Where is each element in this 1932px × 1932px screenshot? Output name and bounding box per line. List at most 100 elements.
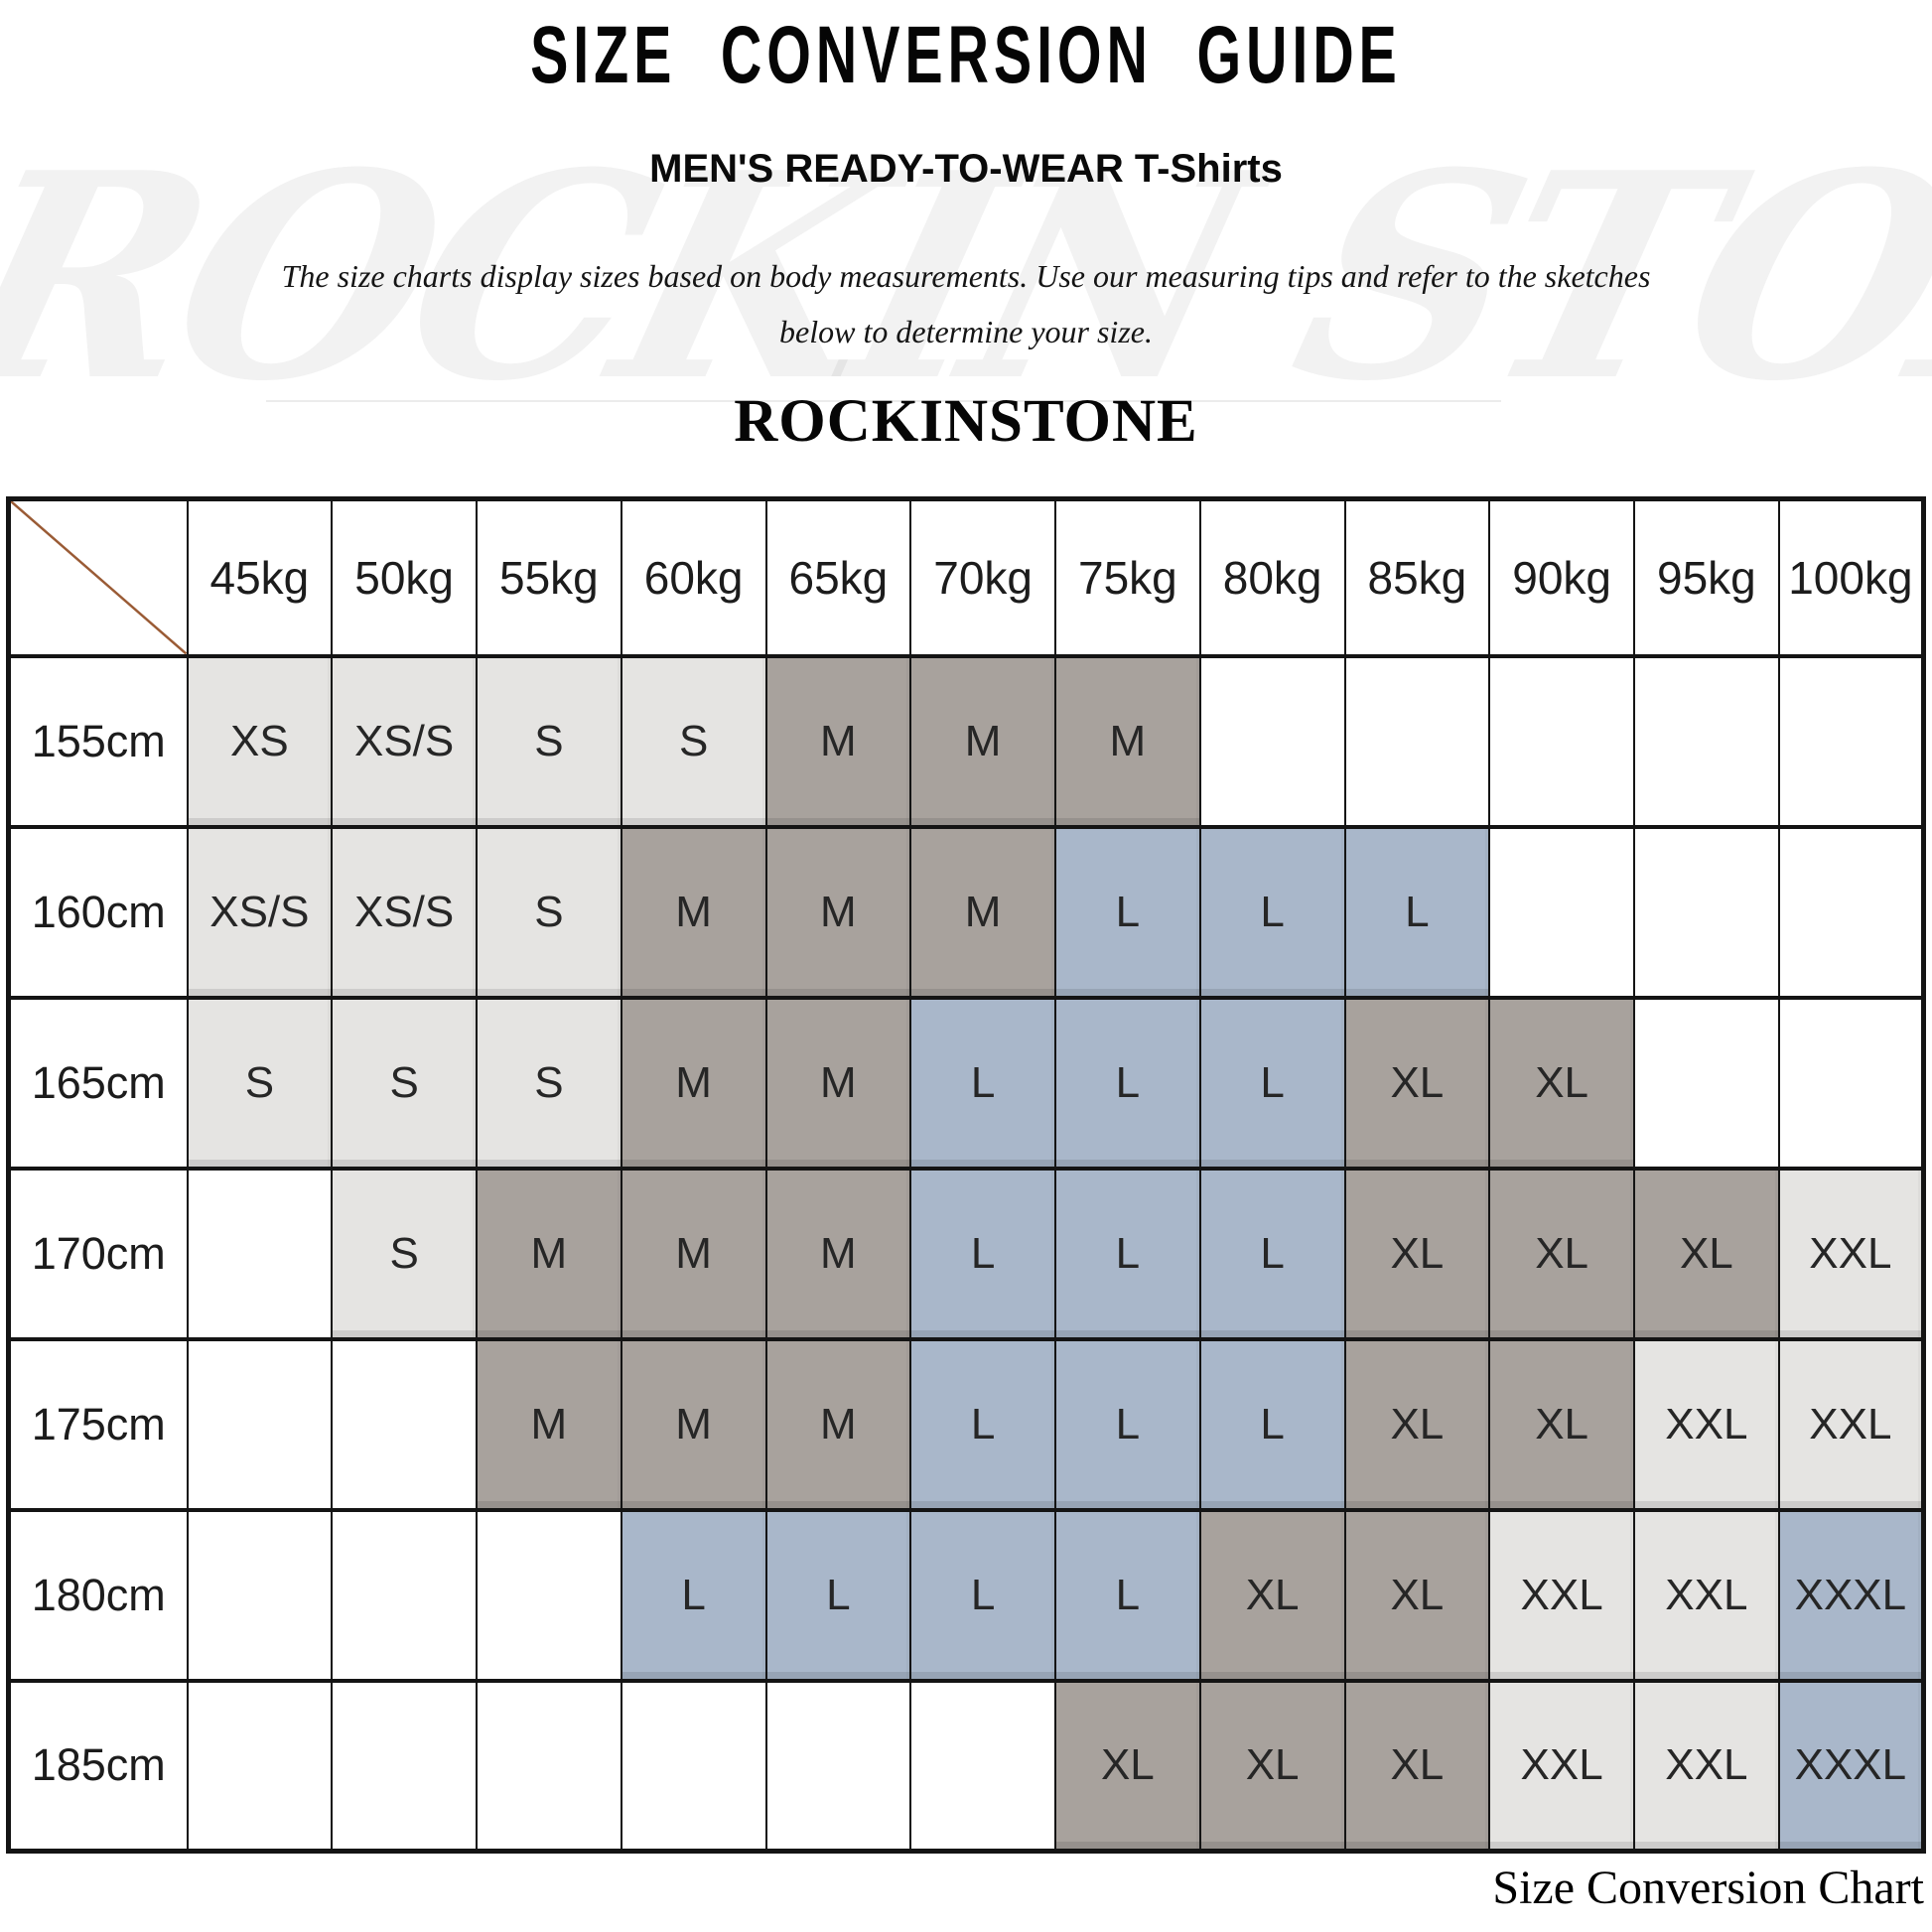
col-header-75kg: 75kg xyxy=(1054,496,1201,658)
size-cell: S xyxy=(331,1166,478,1341)
size-cell xyxy=(186,1507,334,1683)
page-subtitle: MEN'S READY-TO-WEAR T-Shirts xyxy=(649,147,1283,191)
size-cell xyxy=(1198,653,1346,829)
size-cell xyxy=(1343,653,1491,829)
size-cell: L xyxy=(1198,1166,1346,1341)
size-cell: L xyxy=(909,995,1056,1171)
description-line-2: below to determine your size. xyxy=(779,314,1153,349)
size-cell: M xyxy=(620,1336,767,1512)
size-cell: XXL xyxy=(1488,1678,1635,1854)
table-row-185cm: 185cm XL XL XL XXL XXL XXXL xyxy=(7,1678,1925,1854)
size-cell xyxy=(186,1336,334,1512)
row-header-185cm: 185cm xyxy=(7,1678,189,1854)
size-cell: XL xyxy=(1343,1507,1491,1683)
size-cell: XXXL xyxy=(1777,1507,1925,1683)
size-cell: XS/S xyxy=(331,653,478,829)
size-cell: XL xyxy=(1198,1507,1346,1683)
table-row-160cm: 160cm XS/S XS/S S M M M L L L xyxy=(7,824,1925,1000)
size-cell xyxy=(1777,995,1925,1171)
size-cell xyxy=(476,1678,622,1854)
size-cell: XXL xyxy=(1777,1336,1925,1512)
diagonal-line-icon xyxy=(11,501,187,654)
size-cell: XL xyxy=(1343,1678,1491,1854)
size-cell: L xyxy=(909,1336,1056,1512)
row-header-170cm: 170cm xyxy=(7,1166,189,1341)
size-cell: L xyxy=(1198,824,1346,1000)
description: The size charts display sizes based on b… xyxy=(0,248,1932,359)
description-line-1: The size charts display sizes based on b… xyxy=(281,258,1651,294)
size-cell: L xyxy=(909,1507,1056,1683)
size-cell: M xyxy=(764,653,912,829)
size-cell: M xyxy=(620,995,767,1171)
size-cell: M xyxy=(620,824,767,1000)
size-cell xyxy=(331,1507,478,1683)
row-header-175cm: 175cm xyxy=(7,1336,189,1512)
col-header-90kg: 90kg xyxy=(1488,496,1635,658)
size-cell xyxy=(1488,824,1635,1000)
size-cell: L xyxy=(1054,1507,1201,1683)
size-cell: L xyxy=(620,1507,767,1683)
size-cell xyxy=(1488,653,1635,829)
size-cell: XL xyxy=(1488,1336,1635,1512)
size-cell: L xyxy=(909,1166,1056,1341)
col-header-65kg: 65kg xyxy=(764,496,912,658)
size-cell: L xyxy=(1054,1166,1201,1341)
size-cell: S xyxy=(331,995,478,1171)
col-header-45kg: 45kg xyxy=(186,496,334,658)
table-row-170cm: 170cm S M M M L L L XL XL XL XXL xyxy=(7,1166,1925,1341)
table-row-180cm: 180cm L L L L XL XL XXL XXL XXXL xyxy=(7,1507,1925,1683)
col-header-100kg: 100kg xyxy=(1777,496,1925,658)
diagonal-divider xyxy=(11,501,187,654)
size-cell: L xyxy=(1198,995,1346,1171)
size-cell: XXXL xyxy=(1777,1678,1925,1854)
page-title-text: SIZE CONVERSION GUIDE xyxy=(530,10,1402,100)
size-cell xyxy=(1633,653,1780,829)
size-conversion-table: 45kg 50kg 55kg 60kg 65kg 70kg 75kg 80kg … xyxy=(6,496,1926,1854)
size-cell xyxy=(1777,653,1925,829)
size-cell: XL xyxy=(1343,1166,1491,1341)
chart-caption: Size Conversion Chart xyxy=(1492,1862,1924,1914)
size-cell xyxy=(764,1678,912,1854)
size-cell xyxy=(909,1678,1056,1854)
size-cell xyxy=(1633,995,1780,1171)
row-header-155cm: 155cm xyxy=(7,653,189,829)
col-header-85kg: 85kg xyxy=(1343,496,1491,658)
size-cell: XL xyxy=(1488,995,1635,1171)
size-cell xyxy=(1633,824,1780,1000)
divider xyxy=(266,400,1501,402)
size-cell: XL xyxy=(1343,1336,1491,1512)
size-cell: XS/S xyxy=(186,824,334,1000)
size-cell xyxy=(331,1336,478,1512)
size-cell: XS xyxy=(186,653,334,829)
size-cell: XXL xyxy=(1488,1507,1635,1683)
size-cell: M xyxy=(476,1166,622,1341)
size-cell: S xyxy=(476,995,622,1171)
size-cell: M xyxy=(764,824,912,1000)
size-cell: XL xyxy=(1343,995,1491,1171)
size-cell: M xyxy=(620,1166,767,1341)
row-header-160cm: 160cm xyxy=(7,824,189,1000)
col-header-60kg: 60kg xyxy=(620,496,767,658)
size-cell: M xyxy=(909,824,1056,1000)
size-cell: L xyxy=(1054,1336,1201,1512)
size-cell: XL xyxy=(1633,1166,1780,1341)
page-title: SIZE CONVERSION GUIDE xyxy=(0,8,1932,103)
size-cell xyxy=(1777,824,1925,1000)
size-cell xyxy=(476,1507,622,1683)
col-header-80kg: 80kg xyxy=(1198,496,1346,658)
table-row-155cm: 155cm XS XS/S S S M M M xyxy=(7,653,1925,829)
size-cell: L xyxy=(1343,824,1491,1000)
size-cell xyxy=(186,1678,334,1854)
size-cell: L xyxy=(764,1507,912,1683)
size-cell xyxy=(186,1166,334,1341)
size-cell: XXL xyxy=(1633,1507,1780,1683)
size-cell: M xyxy=(764,1166,912,1341)
size-cell: XXL xyxy=(1777,1166,1925,1341)
size-cell: L xyxy=(1054,824,1201,1000)
size-cell: M xyxy=(764,995,912,1171)
size-cell: L xyxy=(1054,995,1201,1171)
size-cell: M xyxy=(909,653,1056,829)
table-header-row: 45kg 50kg 55kg 60kg 65kg 70kg 75kg 80kg … xyxy=(7,496,1925,658)
table-row-165cm: 165cm S S S M M L L L XL XL xyxy=(7,995,1925,1171)
col-header-70kg: 70kg xyxy=(909,496,1056,658)
